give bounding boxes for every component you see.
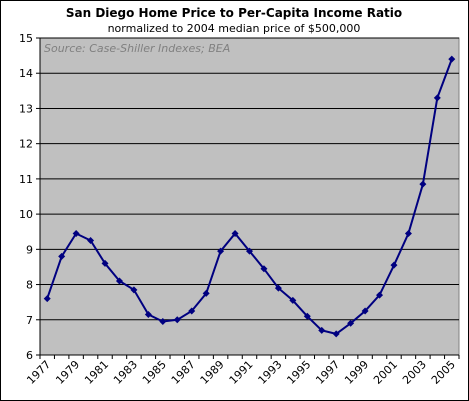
x-tick-label: 1997 — [313, 358, 342, 387]
data-point — [173, 316, 181, 324]
x-tick-label: 1983 — [111, 358, 140, 387]
y-tick-label: 9 — [26, 243, 33, 256]
data-point — [144, 310, 152, 318]
data-point — [332, 330, 340, 338]
y-axis-ticks: 6 7 8 9 10 11 12 13 14 15 — [19, 32, 41, 362]
data-point — [419, 180, 427, 188]
gridlines — [40, 37, 459, 321]
data-point — [448, 55, 456, 63]
data-point — [231, 229, 239, 237]
x-tick-label: 1981 — [82, 358, 111, 387]
plot-area — [39, 37, 460, 356]
data-point — [260, 265, 268, 273]
y-tick-label: 10 — [19, 208, 33, 221]
data-point — [87, 237, 95, 245]
chart-subtitle: normalized to 2004 median price of $500,… — [108, 22, 361, 35]
data-point — [159, 318, 167, 326]
data-point — [202, 289, 210, 297]
y-tick-label: 14 — [19, 67, 33, 80]
x-tick-label: 1999 — [342, 358, 371, 387]
data-point — [72, 229, 80, 237]
y-tick-label: 7 — [26, 314, 33, 327]
data-point — [246, 247, 253, 255]
data-point — [404, 229, 412, 237]
y-tick-label: 6 — [26, 349, 33, 362]
data-point — [188, 307, 196, 315]
data-point — [303, 312, 311, 320]
x-axis-ticks: 1977 1979 1981 1983 1985 1987 1989 1991 1993 1995… — [24, 354, 460, 387]
y-tick-label: 13 — [19, 102, 33, 115]
y-tick-label: 15 — [19, 32, 33, 45]
x-tick-label: 2003 — [400, 358, 429, 387]
y-tick-label: 11 — [19, 173, 33, 186]
series-layer — [43, 55, 456, 338]
y-tick-label: 12 — [19, 138, 33, 151]
data-point — [361, 307, 369, 315]
data-point — [115, 277, 123, 285]
data-point — [347, 319, 355, 327]
data-point — [433, 94, 441, 102]
x-tick-label: 2001 — [371, 358, 400, 387]
x-tick-label: 1991 — [227, 358, 256, 387]
data-point — [130, 286, 138, 294]
x-tick-label: 2005 — [429, 358, 458, 387]
chart-title: San Diego Home Price to Per-Capita Incom… — [66, 6, 402, 20]
source-annotation: Source: Case-Shiller Indexes; BEA — [44, 42, 230, 55]
data-point — [318, 326, 326, 334]
data-point — [58, 252, 66, 260]
x-tick-label: 1993 — [256, 358, 285, 387]
data-point — [101, 259, 109, 267]
x-tick-label: 1977 — [24, 358, 53, 387]
data-point — [43, 295, 51, 303]
x-tick-label: 1979 — [53, 358, 82, 387]
data-point — [376, 291, 384, 299]
data-point — [390, 261, 398, 269]
data-point — [274, 284, 282, 292]
x-tick-label: 1987 — [169, 358, 198, 387]
x-tick-label: 1995 — [284, 358, 313, 387]
x-tick-label: 1989 — [198, 358, 227, 387]
x-tick-label: 1985 — [140, 358, 169, 387]
y-tick-label: 8 — [26, 279, 33, 292]
data-point — [289, 296, 297, 304]
data-point — [217, 247, 225, 255]
